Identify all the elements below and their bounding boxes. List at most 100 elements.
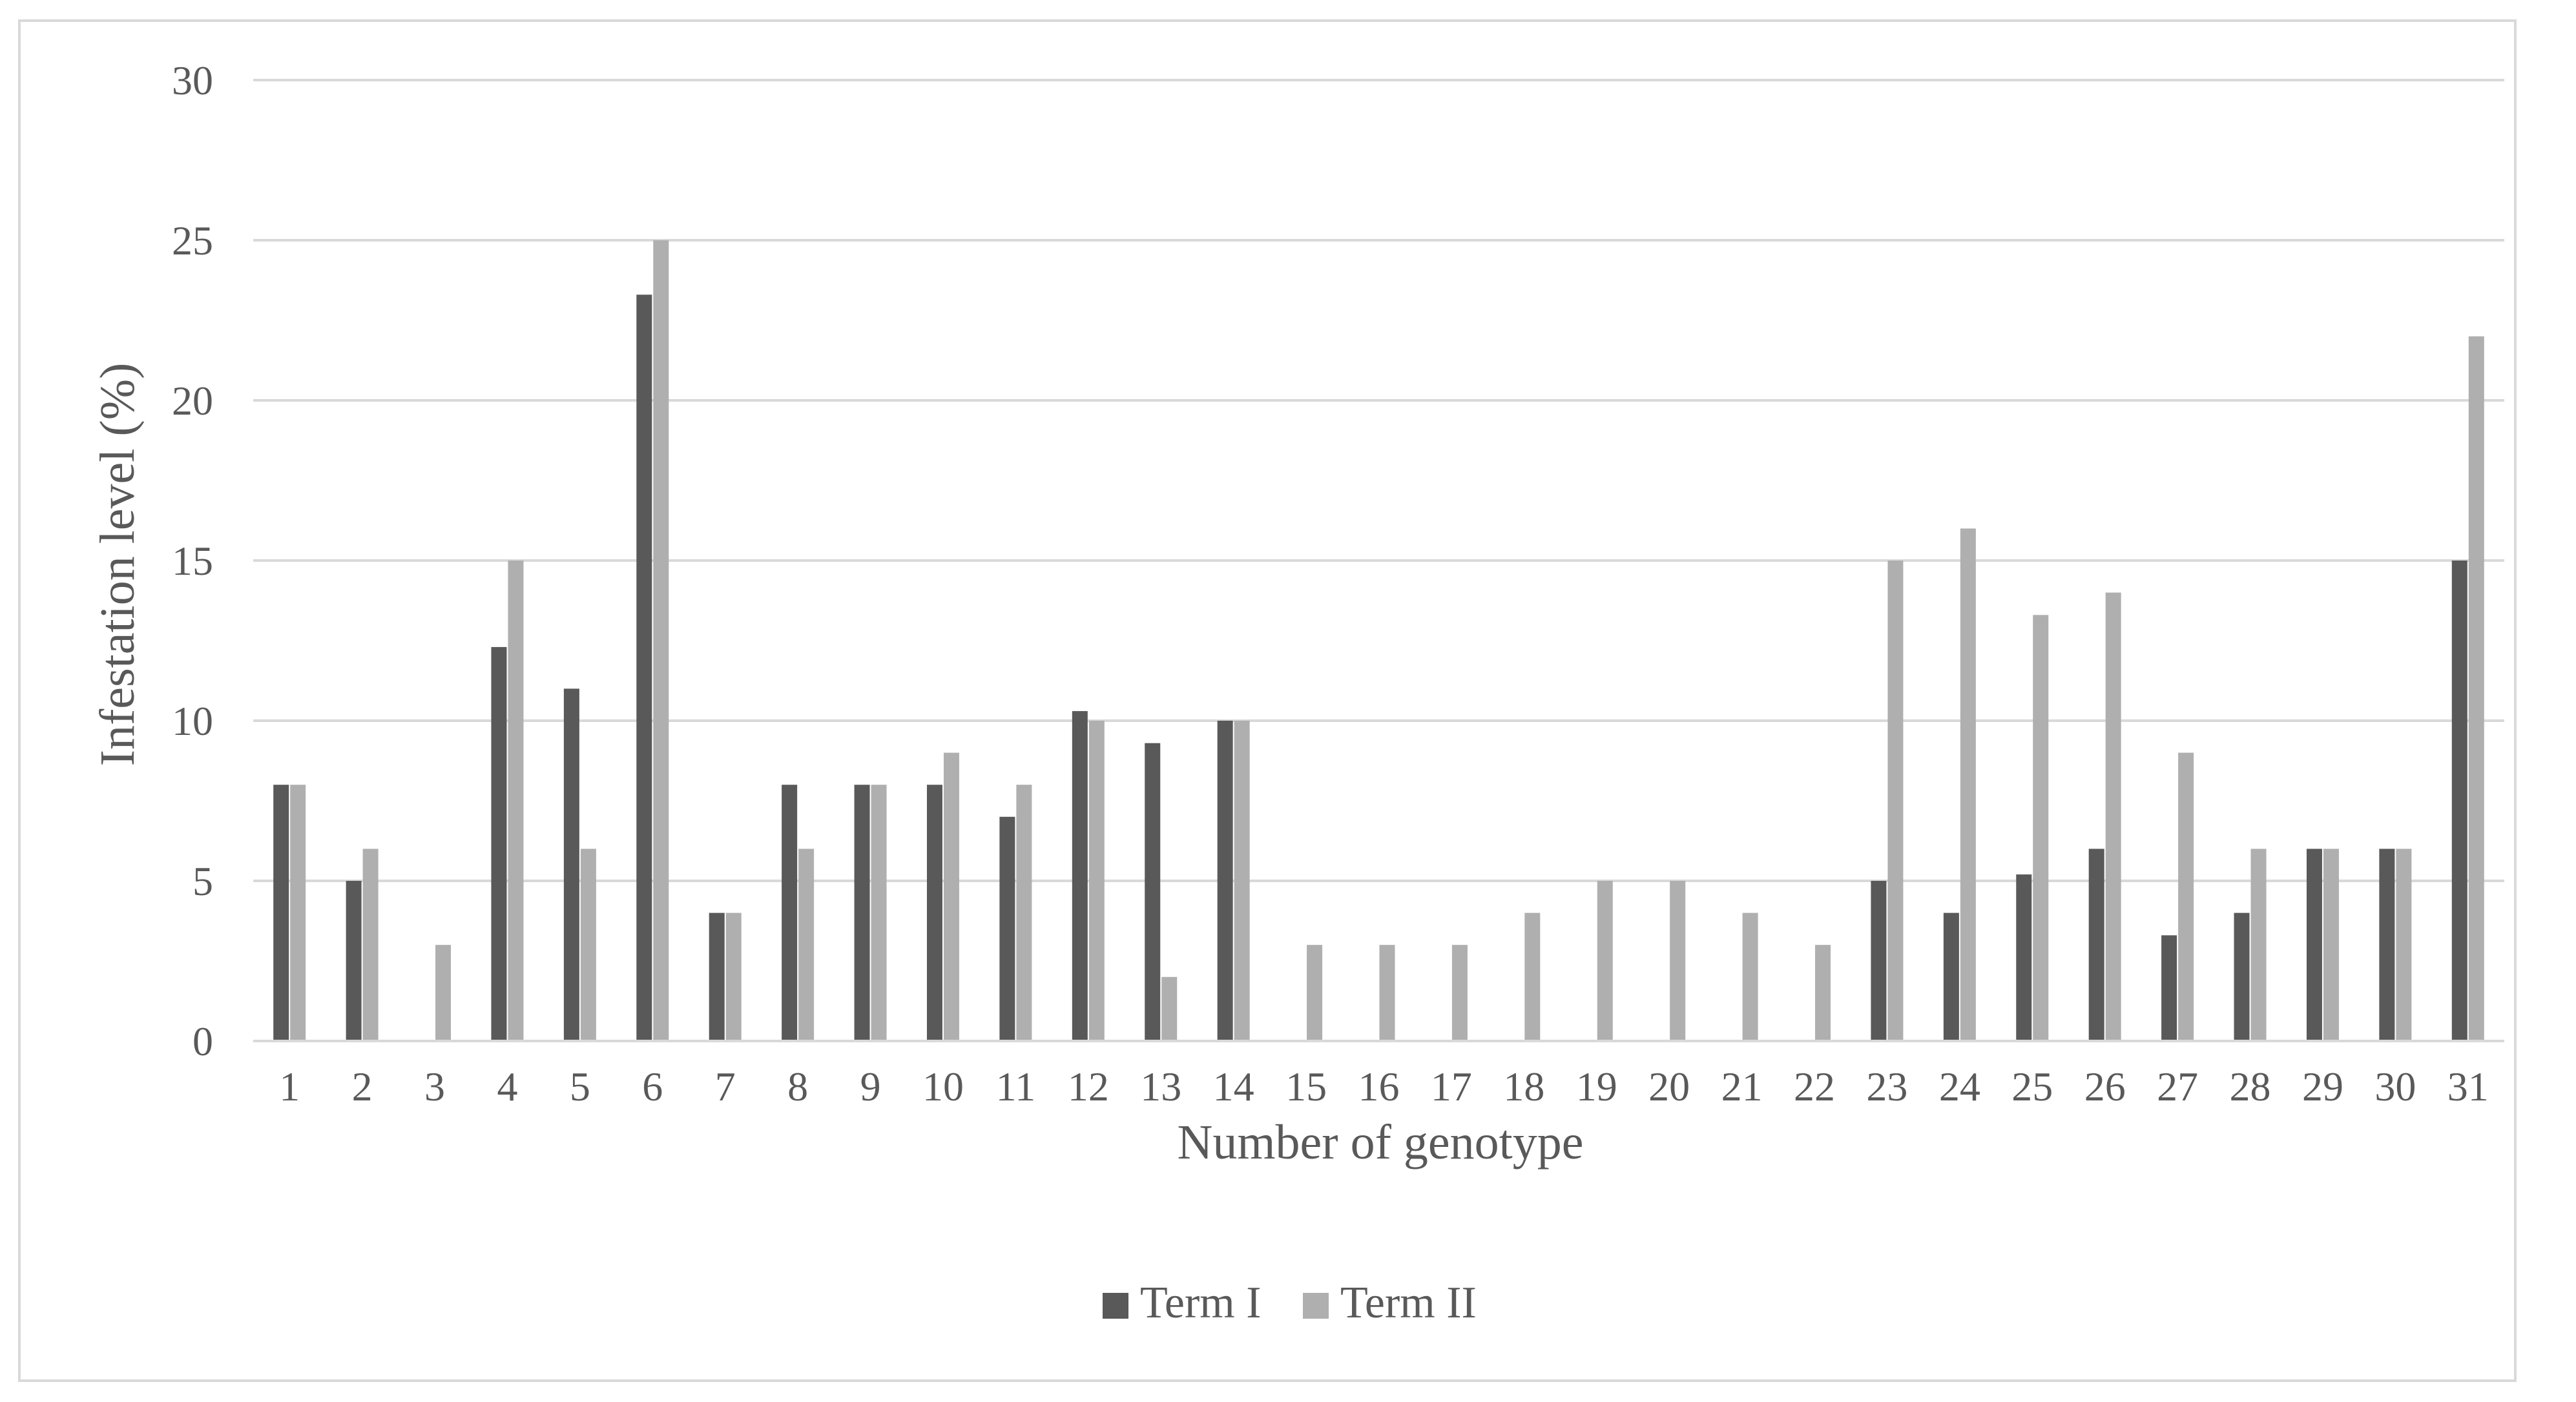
x-tick-label: 18 (1503, 1064, 1544, 1109)
bar-term-ii-9 (871, 785, 887, 1041)
bar-term-ii-19 (1597, 881, 1613, 1041)
gridlines (253, 79, 2504, 882)
y-tick-labels: 0 5 10 15 20 25 30 (172, 57, 213, 1064)
y-tick-label: 15 (172, 538, 213, 584)
x-tick-label: 4 (497, 1064, 517, 1109)
bar-term-ii-4 (508, 561, 524, 1041)
bar-term-i-28 (2234, 912, 2250, 1041)
bar-term-ii-24 (1960, 528, 1976, 1041)
bar-term-ii-26 (2105, 592, 2121, 1041)
y-tick-label: 10 (172, 698, 213, 744)
x-tick-label: 8 (787, 1064, 808, 1109)
bar-term-i-1 (273, 785, 289, 1041)
bar-term-ii-2 (362, 849, 379, 1041)
x-tick-label: 20 (1648, 1064, 1690, 1109)
legend-swatch-term-ii (1303, 1293, 1329, 1319)
y-tick-label: 0 (192, 1018, 213, 1064)
x-tick-label: 14 (1213, 1064, 1254, 1109)
x-tick-label: 15 (1285, 1064, 1327, 1109)
x-tick-label: 23 (1866, 1064, 1907, 1109)
bar-term-i-2 (346, 881, 362, 1041)
bar-term-i-9 (854, 785, 870, 1041)
legend-swatch-term-i (1103, 1293, 1128, 1319)
bar-term-i-10 (926, 785, 942, 1041)
x-tick-label: 10 (922, 1064, 964, 1109)
bars (273, 240, 2484, 1041)
bar-term-i-4 (491, 646, 507, 1041)
x-tick-label: 11 (996, 1064, 1036, 1109)
x-tick-label: 26 (2084, 1064, 2126, 1109)
bar-term-ii-20 (1670, 881, 1686, 1041)
x-tick-label: 19 (1576, 1064, 1617, 1109)
bar-term-ii-12 (1088, 721, 1105, 1041)
bar-term-ii-6 (653, 240, 669, 1041)
x-tick-label: 16 (1358, 1064, 1400, 1109)
bar-term-i-31 (2451, 561, 2467, 1041)
x-tick-label: 29 (2302, 1064, 2343, 1109)
x-tick-label: 28 (2230, 1064, 2271, 1109)
x-tick-label: 7 (715, 1064, 736, 1109)
legend: Term I Term II (1103, 1278, 1477, 1328)
x-tick-label: 24 (1939, 1064, 1980, 1109)
bar-term-ii-25 (2033, 615, 2049, 1041)
x-tick-label: 9 (860, 1064, 881, 1109)
x-tick-label: 31 (2447, 1064, 2489, 1109)
bar-term-ii-11 (1016, 785, 1032, 1041)
bar-term-i-23 (1871, 881, 1887, 1041)
x-tick-label: 5 (570, 1064, 590, 1109)
legend-label-term-ii: Term II (1340, 1278, 1477, 1328)
bar-term-i-24 (1943, 912, 1959, 1041)
bar-term-ii-15 (1307, 945, 1323, 1041)
x-tick-label: 6 (642, 1064, 663, 1109)
bar-term-ii-18 (1524, 912, 1541, 1041)
bar-term-ii-7 (725, 912, 742, 1041)
bar-term-ii-21 (1742, 912, 1758, 1041)
y-tick-label: 20 (172, 378, 213, 424)
bar-term-ii-10 (943, 752, 959, 1041)
bar-term-i-14 (1217, 721, 1233, 1041)
chart-frame: 0 5 10 15 20 25 30 1 2 3 4 5 6 7 8 9 10 11 12 13 14 15 16 17 18… (18, 19, 2517, 1382)
x-tick-label: 13 (1140, 1064, 1181, 1109)
x-tick-label: 27 (2157, 1064, 2198, 1109)
bar-term-ii-14 (1234, 721, 1250, 1041)
bar-term-i-30 (2379, 849, 2395, 1041)
bar-term-ii-31 (2468, 336, 2484, 1041)
bar-term-ii-27 (2178, 752, 2194, 1041)
y-axis-title: Infestation level (%) (90, 363, 145, 767)
y-tick-label: 25 (172, 218, 213, 263)
x-tick-labels: 1 2 3 4 5 6 7 8 9 10 11 12 13 14 15 16 17 18 19 20 21 22 23 24 2… (279, 1064, 2489, 1109)
bar-term-ii-22 (1815, 945, 1831, 1041)
x-tick-label: 1 (279, 1064, 300, 1109)
bar-term-ii-17 (1451, 945, 1468, 1041)
bar-term-i-7 (709, 912, 725, 1041)
bar-term-ii-30 (2396, 849, 2412, 1041)
x-tick-label: 3 (424, 1064, 445, 1109)
bar-term-i-27 (2161, 935, 2177, 1041)
y-tick-label: 30 (172, 57, 213, 103)
bar-term-i-25 (2016, 874, 2032, 1041)
bar-term-i-26 (2088, 849, 2104, 1041)
bar-term-i-13 (1145, 743, 1161, 1041)
x-tick-label: 12 (1068, 1064, 1109, 1109)
y-tick-label: 5 (192, 858, 213, 904)
x-tick-label: 17 (1431, 1064, 1472, 1109)
bar-term-ii-16 (1379, 945, 1395, 1041)
bar-term-ii-28 (2250, 849, 2267, 1041)
bar-term-i-11 (999, 816, 1015, 1041)
bar-term-i-29 (2306, 849, 2322, 1041)
bar-term-i-6 (636, 294, 652, 1041)
bar-term-i-8 (782, 785, 798, 1041)
x-tick-label: 21 (1721, 1064, 1763, 1109)
bar-term-i-5 (563, 688, 579, 1041)
bar-term-i-12 (1072, 711, 1088, 1041)
bar-term-ii-29 (2323, 849, 2339, 1041)
bar-term-ii-3 (435, 945, 452, 1041)
bar-term-ii-5 (580, 849, 596, 1041)
x-tick-label: 2 (352, 1064, 373, 1109)
legend-label-term-i: Term I (1140, 1278, 1262, 1328)
bar-term-ii-1 (290, 785, 306, 1041)
bar-term-ii-13 (1161, 976, 1178, 1041)
bar-term-ii-8 (798, 849, 815, 1041)
x-tick-label: 25 (2011, 1064, 2053, 1109)
